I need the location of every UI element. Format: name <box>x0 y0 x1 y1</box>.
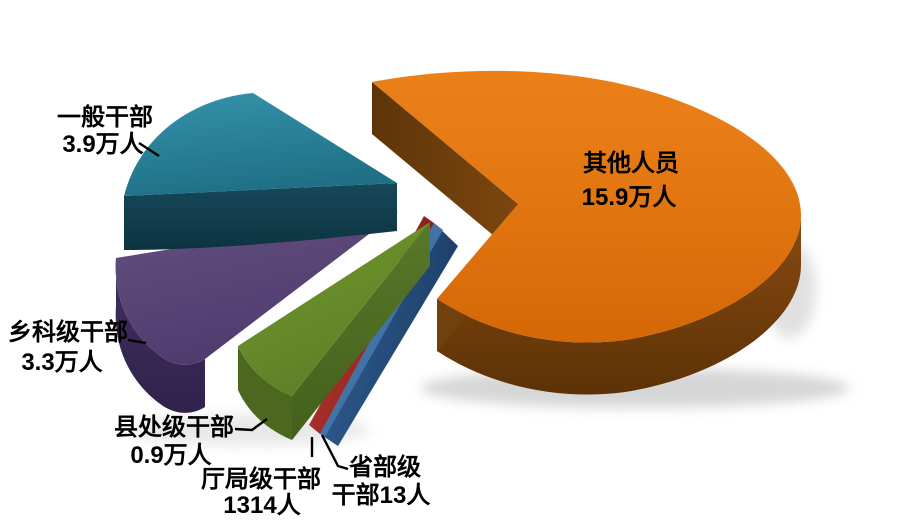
leader-lines <box>127 141 349 471</box>
slice-general-side <box>124 183 397 250</box>
label-township-cadres-value: 3.3万人 <box>21 349 102 376</box>
leader-county-cadres <box>234 418 268 432</box>
label-other-personnel-value: 15.9万人 <box>582 184 677 211</box>
slice-county-cadres <box>238 222 430 440</box>
slice-general-top <box>124 93 397 196</box>
slice-township-cadres <box>115 212 399 413</box>
slice-other-rim <box>437 214 802 395</box>
slice-county-top <box>238 222 430 396</box>
slice-labels: 其他人员 15.9万人 一般干部 3.9万人 乡科级干部 3.3万人 县处级干部… <box>8 103 679 519</box>
slice-county-arc-side <box>238 346 292 440</box>
label-bureau-cadres-name: 厅局级干部 <box>201 465 321 493</box>
label-county-cadres-value: 0.9万人 <box>130 442 211 469</box>
label-general-cadres-value: 3.9万人 <box>62 131 143 158</box>
slice-township-side <box>115 258 205 413</box>
slice-other-top <box>372 70 802 343</box>
label-other-personnel-name: 其他人员 <box>583 150 679 177</box>
slice-township-top <box>115 212 399 365</box>
label-provincial-cadres-value: 干部13人 <box>332 481 431 509</box>
slice-county-side <box>292 222 430 440</box>
leader-provincial-cadres <box>320 434 349 471</box>
leader-general-cadres <box>138 141 160 158</box>
label-county-cadres-name: 县处级干部 <box>114 413 234 441</box>
leader-township-cadres <box>127 338 147 345</box>
slice-general-cadres <box>124 93 397 250</box>
slice-provincial-side <box>320 223 458 446</box>
label-township-cadres-name: 乡科级干部 <box>8 318 128 346</box>
label-provincial-cadres-name: 省部级 <box>348 453 421 481</box>
label-general-cadres-name: 一般干部 <box>57 103 153 131</box>
slice-other-mouth-upper-wall <box>372 82 518 256</box>
slice-other-personnel <box>372 70 802 395</box>
label-bureau-cadres-value: 1314人 <box>223 492 300 519</box>
